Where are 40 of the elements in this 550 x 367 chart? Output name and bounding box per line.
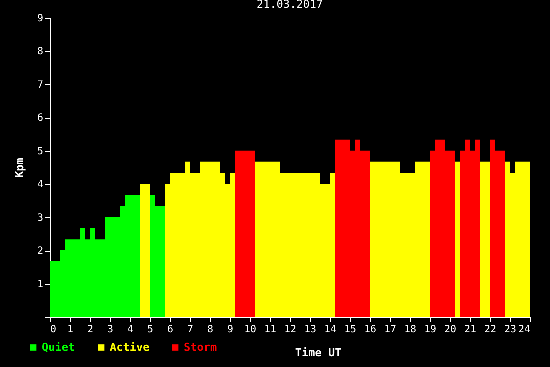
x-tick-label: 15 [344,324,357,336]
y-tick-label: 5 [37,146,44,158]
x-tick-label: 14 [324,324,337,336]
legend-label: Active [110,340,150,354]
x-tick-label: 16 [364,324,377,336]
x-tick-label: 4 [127,324,134,336]
x-tick-label: 8 [207,324,214,336]
x-tick-label: 20 [444,324,457,336]
y-tick-label: 4 [37,180,44,191]
legend-label: Quiet [42,340,76,354]
x-axis-title: Time UT [295,346,342,360]
x-tick-label: 18 [404,324,417,336]
x-tick-label: 23 [504,324,517,336]
x-tick-label: 2 [87,324,94,336]
y-tick-label: 9 [37,14,44,24]
y-tick-label: 7 [37,80,44,91]
x-tick-label: 9 [227,324,234,336]
y-tick-label: 3 [37,212,44,224]
x-tick-label: 12 [284,324,297,336]
x-tick-label: 22 [484,324,497,336]
x-tick-label: 24 [518,324,530,336]
x-tick-label: 0 [50,324,57,336]
x-tick-label: 21 [464,324,477,336]
x-tick-label: 11 [264,324,277,336]
chart-title: 21.03.2017 [256,0,324,11]
x-tick-label: 10 [244,324,257,336]
legend-label: Storm [184,340,218,354]
y-tick-label: 6 [37,113,44,124]
y-tick-label: 2 [37,246,44,258]
y-tick-label: 1 [37,279,44,290]
x-tick-label: 17 [384,324,397,336]
x-tick-label: 7 [187,324,194,336]
x-tick-label: 3 [107,324,114,336]
y-tick-label: 8 [37,46,44,58]
x-tick-label: 5 [147,324,154,336]
x-tick-label: 1 [67,324,74,336]
x-tick-label: 6 [167,324,174,336]
x-tick-label: 19 [424,324,437,336]
x-tick-label: 13 [304,324,317,336]
y-axis-title: Kpm [13,158,26,178]
